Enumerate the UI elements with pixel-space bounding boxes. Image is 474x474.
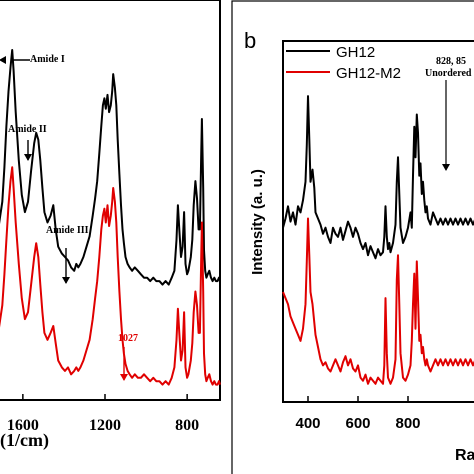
panel-b-border [231,0,474,474]
panel-b-annotation-arrowhead [442,164,450,171]
panel-a-annotation-3: 1027 [118,333,138,344]
panel-b-xaxis-ticks: 400 600 800 [295,396,421,432]
panel-b-xlabel: Ram [455,447,474,464]
panel-b-ylabel: Intensity (a. u.) [249,169,266,275]
panel-a-xlabel: (1/cm) [0,430,49,451]
panel-b-plot-frame [282,40,474,403]
panel-b-xtick-label: 800 [395,415,420,432]
panel-b-annotation-1: Unordered [425,68,472,79]
panel-a-annotation-arrowhead-1 [24,154,32,161]
legend-label-gh12-m2: GH12-M2 [336,65,401,82]
panel-b-xtick-label: 600 [345,415,370,432]
panel-b-series-0-line [282,95,474,260]
panel-b-annotation-0: 828, 85 [436,56,466,67]
panel-a-annotation-arrowhead-2 [62,277,70,284]
panel-a-xtick-label: 1600 [7,417,39,434]
panel-a: 1600 1200 800 Amide I Amide II Amide III 1027… [0,0,221,451]
panel-a-annotation-2: Amide III [46,225,89,236]
panel-a-series-1-line [0,166,221,386]
panel-b-xtick-label: 400 [295,415,320,432]
panel-a-annotations: Amide I Amide II Amide III 1027 [0,54,138,381]
panel-b-series-group [282,95,474,385]
panel-a-xaxis-ticks: 1600 1200 800 [7,394,199,434]
legend-label-gh12: GH12 [336,44,375,61]
panel-b-series-1-line [282,217,474,385]
panel-b-label: b [244,28,256,53]
panel-a-annotation-0: Amide I [30,54,65,65]
panel-a-annotation-arrowhead-3 [120,374,128,381]
panel-a-series-group [0,49,221,386]
panel-a-annotation-1: Amide II [8,124,47,135]
legend: GH12 GH12-M2 [286,44,401,82]
panel-a-annotation-arrowhead-0 [0,56,6,64]
panel-a-xtick-label: 1200 [89,417,121,434]
panel-a-xtick-label: 800 [175,417,199,434]
panel-a-series-0-line [0,49,221,286]
